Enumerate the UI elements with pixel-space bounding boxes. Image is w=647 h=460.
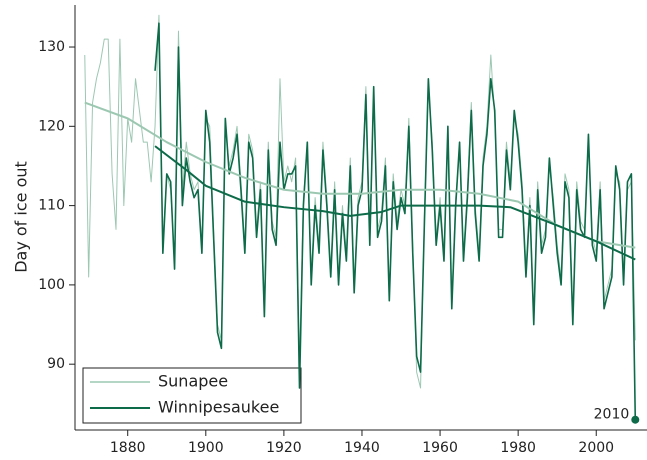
series-line	[154, 145, 636, 261]
series-line	[84, 101, 636, 249]
x-tick-label: 1880	[110, 440, 146, 456]
annotation-point	[631, 415, 640, 424]
y-tick-label: 90	[47, 356, 65, 372]
y-axis-label: Day of ice out	[12, 161, 31, 273]
x-tick-label: 1920	[266, 440, 302, 456]
y-tick-label: 120	[38, 118, 65, 134]
x-tick-label: 1960	[422, 440, 458, 456]
y-tick-label: 100	[38, 277, 65, 293]
x-tick-label: 1940	[344, 440, 380, 456]
annotation-label: 2010	[594, 407, 630, 423]
x-tick-label: 1900	[188, 440, 224, 456]
legend-box	[82, 367, 302, 424]
legend-label: Winnipesaukee	[158, 398, 279, 417]
y-tick-label: 130	[38, 39, 65, 55]
x-tick-label: 1980	[500, 440, 536, 456]
y-tick-label: 110	[38, 198, 65, 214]
legend-label: Sunapee	[158, 372, 228, 391]
series-line	[154, 22, 637, 420]
x-tick-label: 2000	[578, 440, 614, 456]
